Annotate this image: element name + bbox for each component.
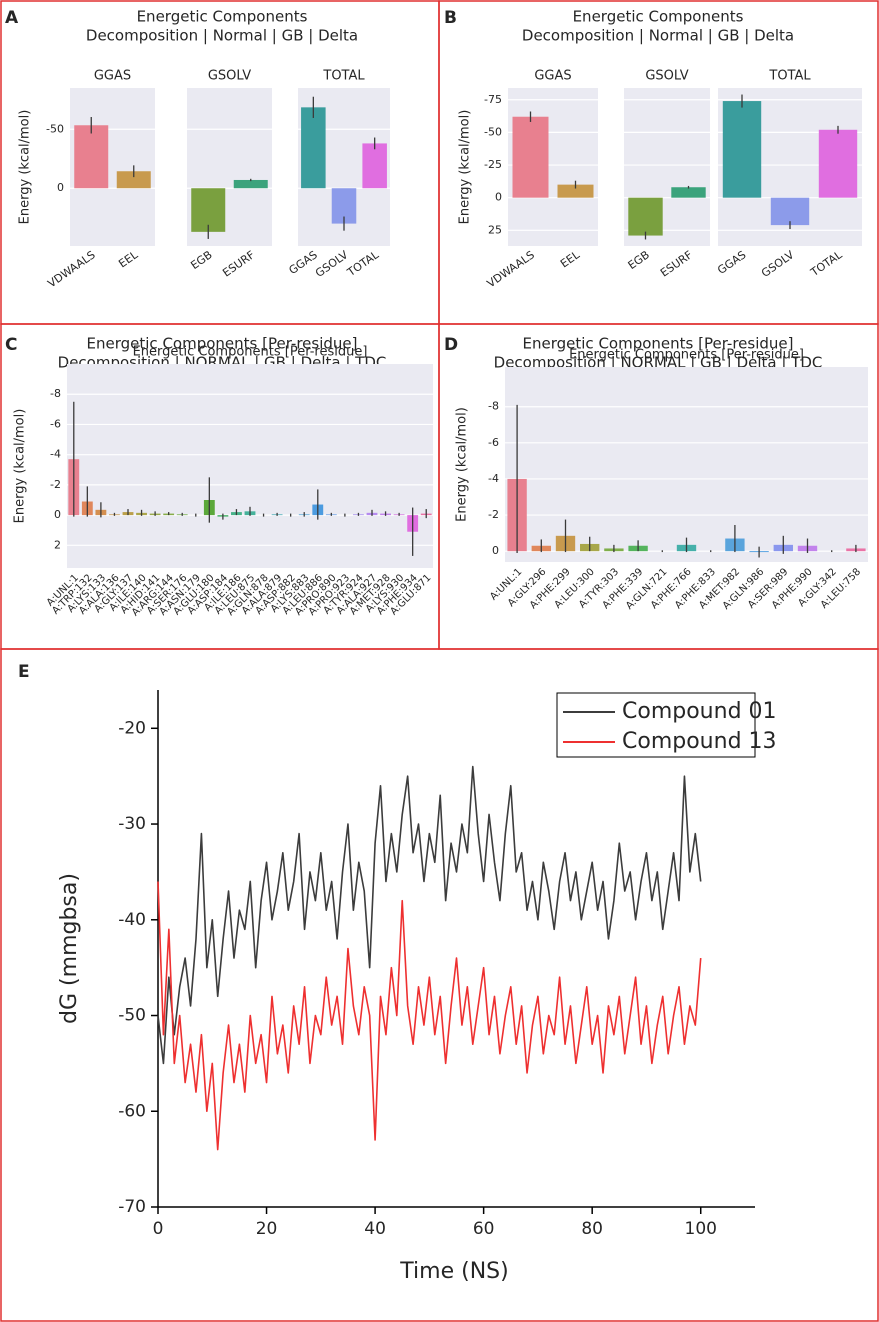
legend-label: Compound 01 bbox=[622, 699, 777, 724]
x-tick-label: 80 bbox=[581, 1219, 603, 1239]
bar bbox=[512, 116, 549, 198]
bar bbox=[722, 101, 762, 198]
x-tick-label: EEL bbox=[558, 248, 583, 271]
x-tick-label: 20 bbox=[256, 1219, 278, 1239]
y-tick-label: -2 bbox=[50, 478, 61, 491]
chart-title: Energetic Components bbox=[573, 8, 744, 26]
plot-background bbox=[505, 367, 868, 562]
y-tick-label: 0 bbox=[57, 181, 64, 194]
y-tick-label: 2 bbox=[54, 538, 61, 551]
y-tick-label: -50 bbox=[484, 125, 502, 138]
bar bbox=[671, 187, 706, 198]
y-tick-label: 25 bbox=[488, 223, 502, 236]
subplot-title: GGAS bbox=[534, 69, 571, 84]
x-tick-label: ESURF bbox=[220, 248, 257, 279]
bar bbox=[74, 125, 109, 189]
chart-title: Energetic Components bbox=[137, 8, 308, 26]
y-tick-label: -70 bbox=[118, 1197, 146, 1217]
y-tick-label: 0 bbox=[54, 508, 61, 521]
bar bbox=[301, 107, 326, 189]
chart-title: Energetic Components [Per-residue] bbox=[87, 335, 358, 353]
y-tick-label: 0 bbox=[495, 191, 502, 204]
x-tick-label: TOTAL bbox=[344, 248, 382, 280]
y-tick-label: -8 bbox=[488, 400, 499, 413]
y-tick-label: -6 bbox=[50, 417, 61, 430]
line-series bbox=[157, 765, 702, 1065]
bar bbox=[557, 184, 594, 198]
panel-letter: D bbox=[444, 335, 458, 355]
subplot-title: GSOLV bbox=[208, 69, 251, 84]
x-tick-label: 40 bbox=[364, 1219, 386, 1239]
panel-letter: C bbox=[5, 335, 17, 355]
panel-frame bbox=[0, 648, 879, 1322]
x-tick-label: EEL bbox=[116, 248, 141, 271]
bar bbox=[818, 129, 858, 198]
x-tick-label: ESURF bbox=[658, 248, 695, 279]
panel-letter: E bbox=[18, 662, 30, 682]
y-tick-label: -2 bbox=[488, 508, 499, 521]
subplot-title: TOTAL bbox=[768, 69, 811, 84]
line-series bbox=[157, 881, 702, 1151]
bar bbox=[770, 197, 810, 226]
subplot-title: GSOLV bbox=[645, 69, 688, 84]
x-tick-label: EGB bbox=[188, 248, 214, 272]
x-tick-label: 100 bbox=[685, 1219, 717, 1239]
y-tick-label: -20 bbox=[118, 718, 146, 738]
y-axis-label: Energy (kcal/mol) bbox=[13, 409, 28, 524]
x-tick-label: VDWAALS bbox=[485, 248, 537, 290]
y-tick-label: 0 bbox=[492, 544, 499, 557]
y-axis-label: Energy (kcal/mol) bbox=[18, 110, 33, 225]
y-tick-label: -40 bbox=[118, 910, 146, 930]
y-tick-label: -4 bbox=[488, 472, 499, 485]
y-tick-label: -50 bbox=[46, 122, 64, 135]
x-tick-label: VDWAALS bbox=[45, 248, 97, 290]
x-tick-label: 60 bbox=[473, 1219, 495, 1239]
x-tick-label: EGB bbox=[626, 248, 652, 272]
x-tick-label: GGAS bbox=[715, 248, 748, 277]
panel-letter: A bbox=[5, 8, 19, 28]
y-tick-label: -4 bbox=[50, 448, 61, 461]
y-tick-label: -8 bbox=[50, 387, 61, 400]
y-tick-label: -50 bbox=[118, 1006, 146, 1026]
chart-subtitle: Decomposition | Normal | GB | Delta bbox=[522, 27, 794, 45]
subplot-title: TOTAL bbox=[322, 69, 365, 84]
chart-subtitle: Decomposition | Normal | GB | Delta bbox=[86, 27, 358, 45]
bar bbox=[233, 179, 268, 189]
y-axis-label: dG (mmgbsa) bbox=[57, 873, 82, 1024]
chart-title: Energetic Components [Per-residue] bbox=[523, 335, 794, 353]
bar bbox=[191, 188, 226, 232]
x-tick-label: TOTAL bbox=[808, 248, 846, 280]
y-tick-label: -25 bbox=[484, 158, 502, 171]
y-tick-label: -30 bbox=[118, 814, 146, 834]
legend-box bbox=[556, 692, 756, 758]
x-tick-label: 0 bbox=[153, 1219, 164, 1239]
subplot-title: Energetic Components [Per-residue] bbox=[133, 345, 368, 360]
legend-label: Compound 13 bbox=[622, 729, 777, 754]
x-tick-label: GSOLV bbox=[759, 248, 797, 280]
subplot-title: Energetic Components [Per-residue] bbox=[569, 348, 804, 363]
panel-letter: B bbox=[444, 8, 457, 28]
bar bbox=[362, 143, 387, 189]
bar bbox=[116, 171, 151, 189]
plot-background bbox=[67, 364, 433, 568]
y-tick-label: -60 bbox=[118, 1101, 146, 1121]
y-axis-label: Energy (kcal/mol) bbox=[458, 110, 473, 225]
y-tick-label: -75 bbox=[484, 93, 502, 106]
x-tick-label: GSOLV bbox=[313, 248, 351, 280]
y-axis-label: Energy (kcal/mol) bbox=[455, 407, 470, 522]
bar bbox=[628, 197, 663, 236]
subplot-title: GGAS bbox=[94, 69, 131, 84]
y-tick-label: -6 bbox=[488, 436, 499, 449]
x-axis-label: Time (NS) bbox=[399, 1259, 508, 1284]
